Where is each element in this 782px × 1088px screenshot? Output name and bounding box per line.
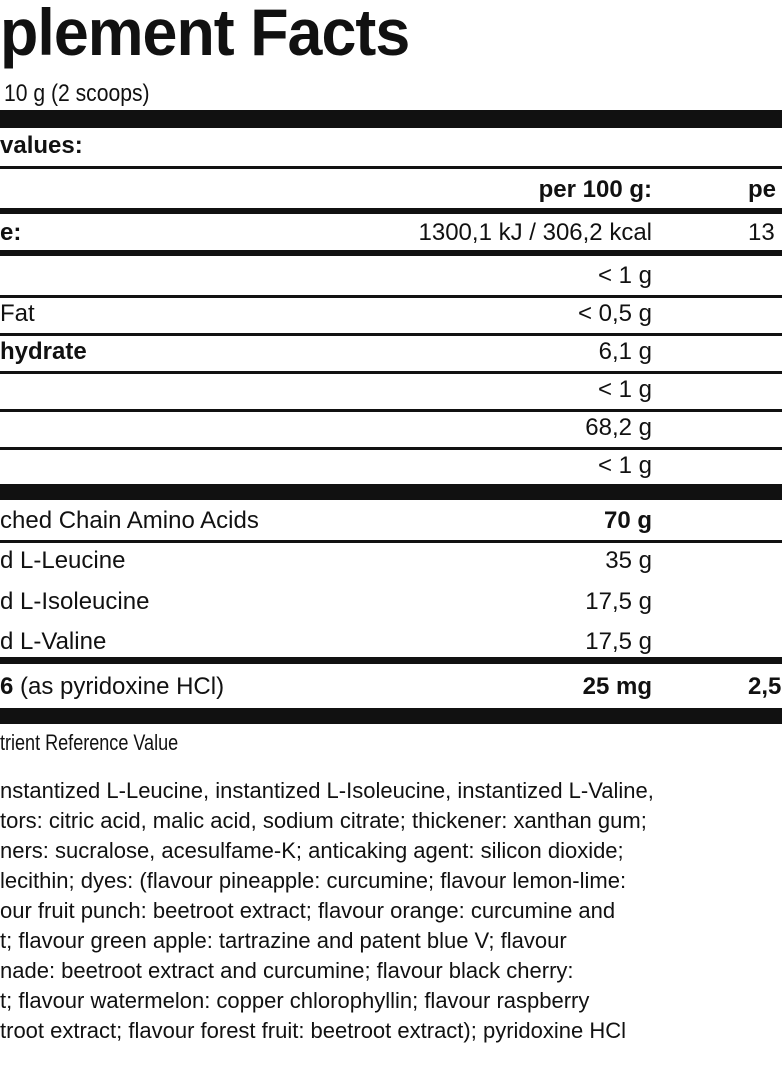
- divider: [0, 447, 782, 450]
- ingredients-line: lecithin; dyes: (flavour pineapple: curc…: [0, 868, 627, 893]
- divider: [0, 333, 782, 336]
- divider-thick: [0, 708, 782, 724]
- nrv-note: trient Reference Value: [0, 730, 179, 755]
- serving-size: 10 g (2 scoops): [4, 80, 150, 107]
- divider: [0, 657, 782, 664]
- divider: [0, 208, 782, 214]
- divider-thick: [0, 484, 782, 500]
- ingredients-line: nstantized L-Leucine, instantized L-Isol…: [0, 778, 654, 803]
- header-per-100g: per 100 g:: [538, 176, 652, 203]
- ingredients-line: nade: beetroot extract and curcumine; fl…: [0, 958, 574, 983]
- ingredients-line: our fruit punch: beetroot extract; flavo…: [0, 898, 616, 923]
- divider: [0, 409, 782, 412]
- divider: [0, 371, 782, 374]
- ingredients-line: t; flavour watermelon: copper chlorophyl…: [0, 988, 590, 1013]
- divider: [0, 250, 782, 256]
- ingredients-line: ners: sucralose, acesulfame-K; anticakin…: [0, 838, 624, 863]
- ingredients-line: tors: citric acid, malic acid, sodium ci…: [0, 808, 647, 833]
- divider: [0, 540, 782, 543]
- ingredients: nstantized L-Leucine, instantized L-Isol…: [0, 776, 654, 1046]
- ingredients-line: t; flavour green apple: tartrazine and p…: [0, 928, 567, 953]
- divider: [0, 166, 782, 169]
- label-title: plement Facts: [0, 0, 410, 69]
- ingredients-line: troot extract; flavour forest fruit: bee…: [0, 1018, 627, 1043]
- divider-thick: [0, 110, 782, 128]
- divider: [0, 295, 782, 298]
- header-per-serving: pe: [748, 176, 777, 203]
